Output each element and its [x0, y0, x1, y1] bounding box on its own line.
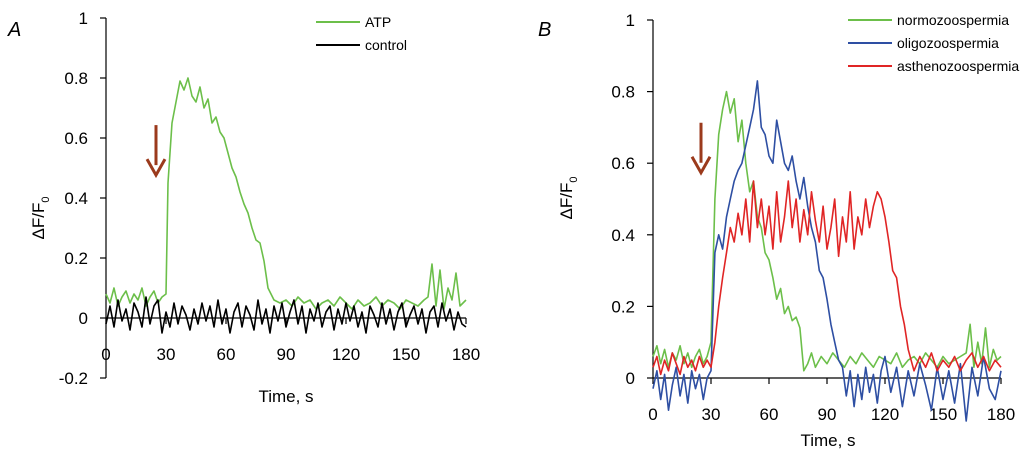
y-tick-label-b: 0.2: [611, 297, 635, 316]
x-tick-label-b: 60: [760, 405, 779, 424]
y-axis-title-b: ΔF/F0: [557, 177, 580, 220]
y-axis-title-main-a: ΔF/F: [29, 203, 48, 240]
legend-label-control: control: [365, 37, 407, 53]
y-tick-label-b: 0.8: [611, 83, 635, 102]
stimulus-arrow-b: [690, 122, 712, 176]
y-axis-title-sub-b: 0: [568, 177, 580, 183]
ticks-b: 0 0.2 0.4 0.6 0.8 1 0 30 60 90 120 150 180: [611, 11, 1015, 424]
series-line-atp: [105, 77, 467, 310]
panel-label-a: A: [7, 19, 21, 41]
y-tick-label-a: -0.2: [59, 369, 88, 388]
y-tick-label-a: 0.4: [64, 189, 88, 208]
x-tick-label-a: 30: [157, 345, 176, 364]
chart-panel-b: B 0 0.2 0.4 0.6 0.8 1 0 30 60 90 120 150 180 normozo…: [538, 11, 1019, 450]
chart-panel-a: A -0.2 0 0.2 0.4 0.6 0.8 1 0 30 60 90 120 150 180 ATP…: [7, 9, 480, 406]
y-tick-label-b: 1: [626, 11, 635, 30]
legend-a: ATP control: [316, 14, 407, 53]
x-axis-title-a: Time, s: [258, 387, 313, 406]
y-tick-label-b: 0.4: [611, 226, 635, 245]
stimulus-arrow-a: [145, 125, 167, 179]
arrow-head: [690, 156, 712, 176]
legend-label-normozoospermia: normozoospermia: [897, 12, 1009, 28]
y-axis-title-main-b: ΔF/F: [557, 183, 576, 220]
series-line-control: [105, 296, 467, 334]
panel-label-b: B: [538, 19, 551, 41]
x-tick-label-a: 0: [101, 345, 110, 364]
legend-b: normozoospermia oligozoospermia asthenozoo…: [848, 12, 1019, 74]
y-tick-label-a: 0.6: [64, 129, 88, 148]
x-tick-label-b: 0: [648, 405, 657, 424]
x-tick-label-a: 150: [392, 345, 420, 364]
series-b: [652, 80, 1002, 422]
x-tick-label-b: 180: [987, 405, 1015, 424]
ticks-a: -0.2 0 0.2 0.4 0.6 0.8 1 0 30 60 90 120 150 180: [59, 9, 480, 388]
x-tick-label-a: 180: [452, 345, 480, 364]
x-axis-title-b: Time, s: [800, 431, 855, 450]
series-line-normozoospermia: [652, 90, 1002, 372]
y-tick-label-a: 1: [79, 9, 88, 28]
y-tick-label-a: 0: [79, 309, 88, 328]
x-tick-label-b: 120: [871, 405, 899, 424]
x-tick-label-b: 150: [929, 405, 957, 424]
y-tick-label-b: 0: [626, 369, 635, 388]
y-tick-label-a: 0.2: [64, 249, 88, 268]
legend-label-atp: ATP: [365, 14, 391, 30]
series-a: [105, 77, 467, 334]
arrow-head: [145, 158, 167, 179]
y-tick-label-a: 0.8: [64, 69, 88, 88]
legend-label-asthenozoospermia: asthenozoospermia: [897, 58, 1019, 74]
x-tick-label-b: 90: [818, 405, 837, 424]
x-tick-label-a: 60: [217, 345, 236, 364]
x-tick-label-a: 120: [332, 345, 360, 364]
y-tick-label-b: 0.6: [611, 154, 635, 173]
y-axis-title-a: ΔF/F0: [29, 197, 52, 240]
series-line-oligozoospermia: [652, 80, 1002, 422]
y-axis-title-sub-a: 0: [40, 197, 52, 203]
x-tick-label-b: 30: [702, 405, 721, 424]
x-tick-label-a: 90: [277, 345, 296, 364]
legend-label-oligozoospermia: oligozoospermia: [897, 35, 999, 51]
series-line-asthenozoospermia: [652, 180, 1002, 376]
